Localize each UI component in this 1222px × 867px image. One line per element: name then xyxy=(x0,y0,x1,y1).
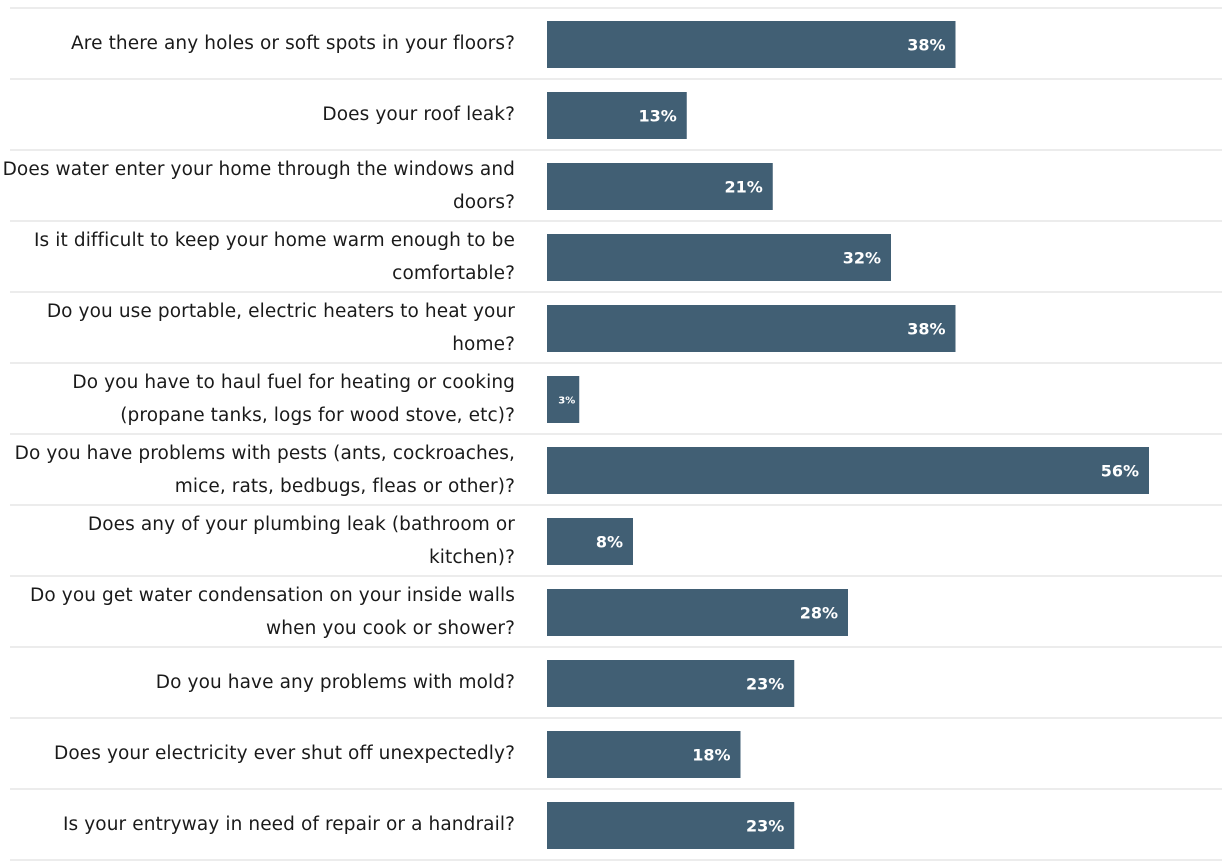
bar xyxy=(547,234,891,281)
category-label: Do you have any problems with mold? xyxy=(155,672,515,693)
category-label: Do you have to haul fuel for heating or … xyxy=(72,371,515,426)
category-label: Do you use portable, electric heaters to… xyxy=(46,300,515,355)
category-label: Does any of your plumbing leak (bathroom… xyxy=(87,513,515,568)
category-label: Are there any holes or soft spots in you… xyxy=(71,33,515,54)
bar xyxy=(547,447,1149,494)
bar xyxy=(547,163,773,210)
bar-value-label: 18% xyxy=(692,746,730,765)
category-label: Do you get water condensation on your in… xyxy=(30,584,515,639)
bar xyxy=(547,376,580,423)
category-label: Is it difficult to keep your home warm e… xyxy=(34,229,515,284)
bar-value-label: 21% xyxy=(724,178,762,197)
bar xyxy=(547,518,633,565)
category-label: Is your entryway in need of repair or a … xyxy=(62,814,515,835)
category-label: Do you have problems with pests (ants, c… xyxy=(14,442,515,497)
bar-value-label: 56% xyxy=(1101,462,1139,481)
value-labels-group: 38% 13% 21% 32% 38% 3% 56% 8% 28% 23% 18% 23% xyxy=(558,36,1139,836)
bar-value-label: 38% xyxy=(907,36,945,55)
category-label: Does your roof leak? xyxy=(322,104,515,125)
bars-group xyxy=(547,21,1149,849)
bar xyxy=(547,589,848,636)
bar-value-label: 13% xyxy=(638,107,676,126)
category-label: Does water enter your home through the w… xyxy=(2,158,515,213)
bar xyxy=(547,21,956,68)
bar-value-label: 8% xyxy=(596,533,623,552)
bar-value-label: 28% xyxy=(800,604,838,623)
row-separators xyxy=(10,7,1222,861)
category-label: Does your electricity ever shut off unex… xyxy=(54,743,515,764)
bar xyxy=(547,305,956,352)
bar xyxy=(547,731,741,778)
bar-value-label: 3% xyxy=(558,396,575,407)
bar-value-label: 32% xyxy=(843,249,881,268)
bar-value-label: 38% xyxy=(907,320,945,339)
bar-value-label: 23% xyxy=(746,817,784,836)
bar xyxy=(547,92,687,139)
bar-value-label: 23% xyxy=(746,675,784,694)
bar xyxy=(547,802,795,849)
bar xyxy=(547,660,795,707)
